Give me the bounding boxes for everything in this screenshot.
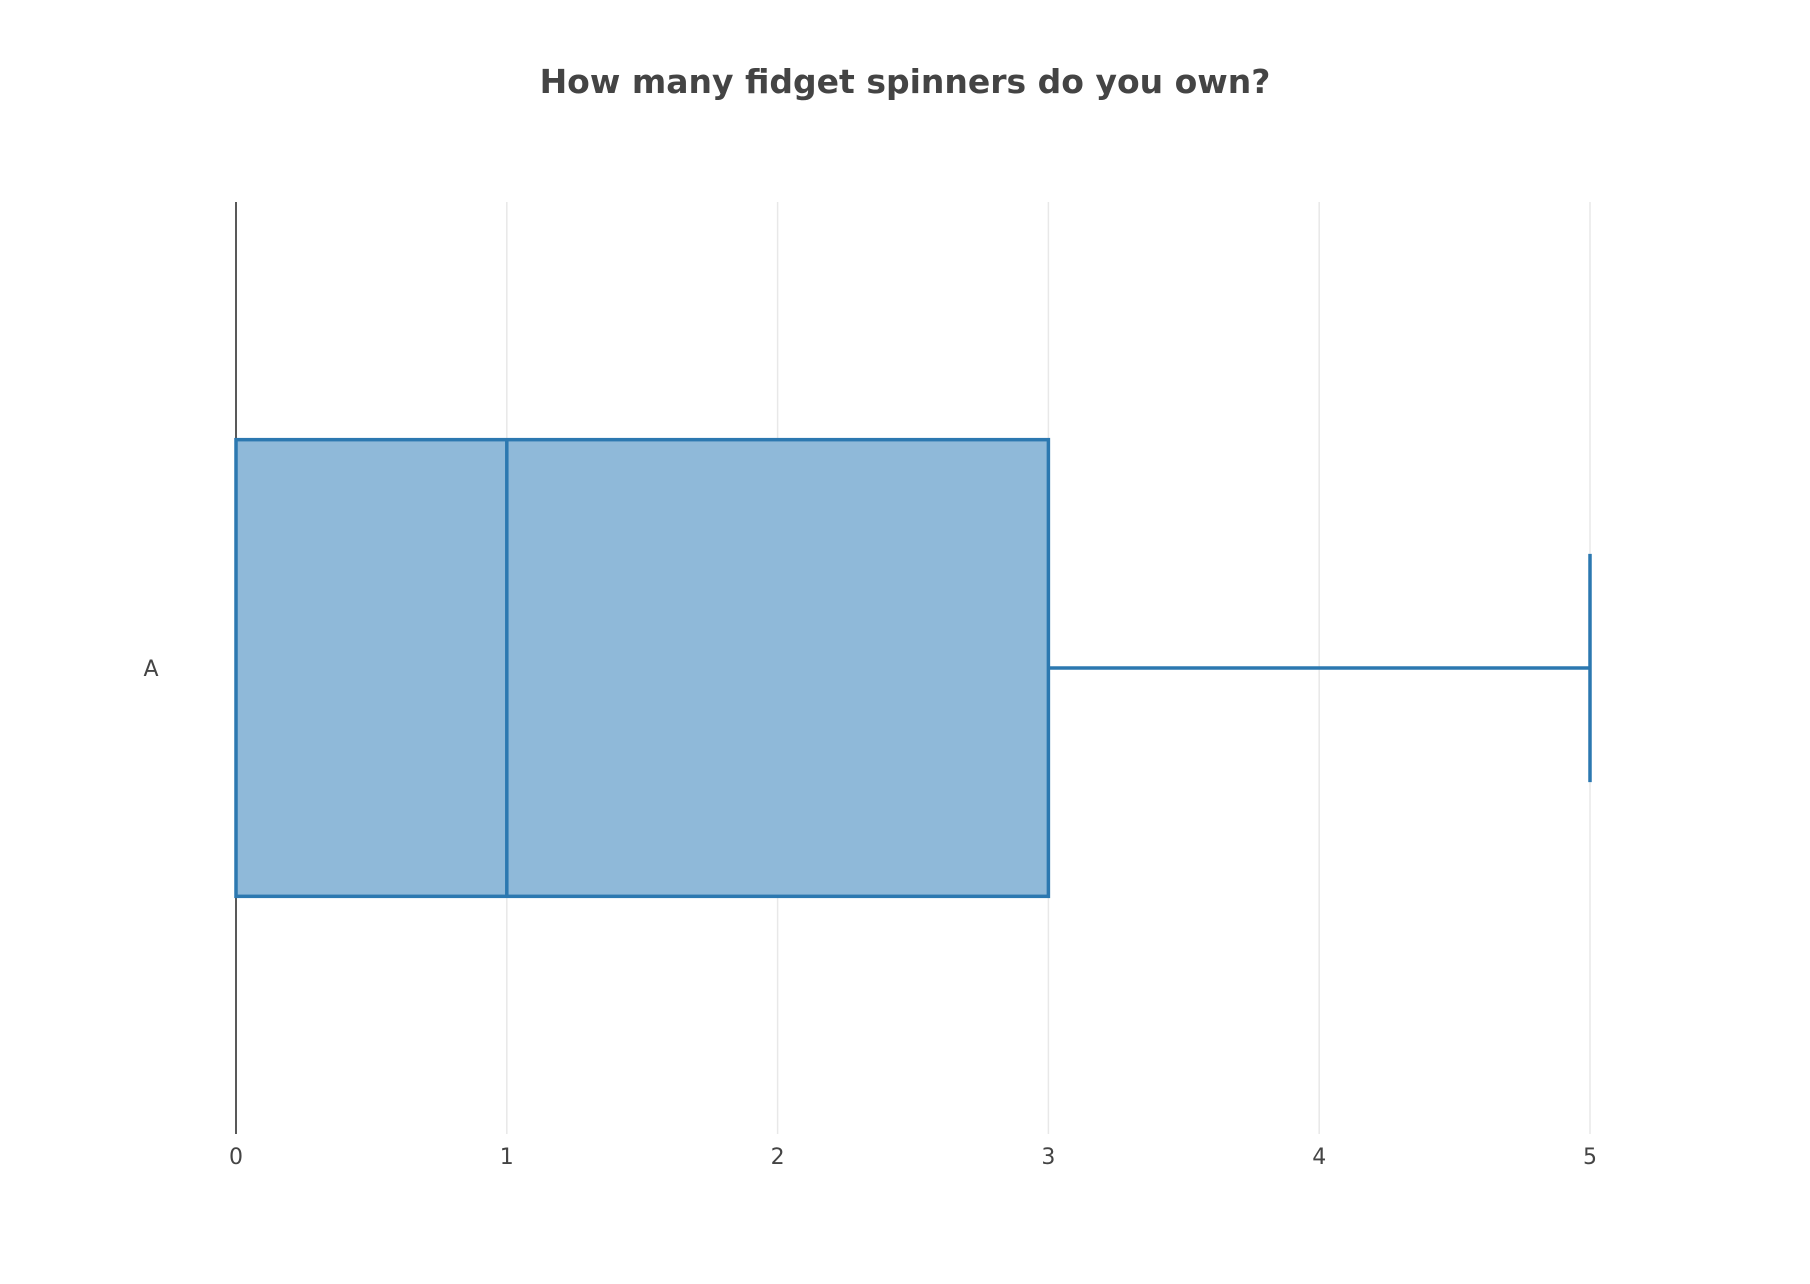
mark-layer xyxy=(234,437,1592,899)
y-category-label: A xyxy=(143,657,158,682)
chart-title: How many fidget spinners do you own? xyxy=(539,62,1271,101)
x-tick-label: 5 xyxy=(1583,1145,1597,1170)
x-tick-label: 4 xyxy=(1312,1145,1326,1170)
x-tick-label: 3 xyxy=(1041,1145,1055,1170)
x-tick-label: 2 xyxy=(771,1145,785,1170)
box-A xyxy=(234,437,1051,899)
label-layer: 0 1 2 3 4 5 A xyxy=(143,657,1597,1170)
x-tick-label: 1 xyxy=(500,1145,514,1170)
x-tick-label: 0 xyxy=(229,1145,243,1170)
